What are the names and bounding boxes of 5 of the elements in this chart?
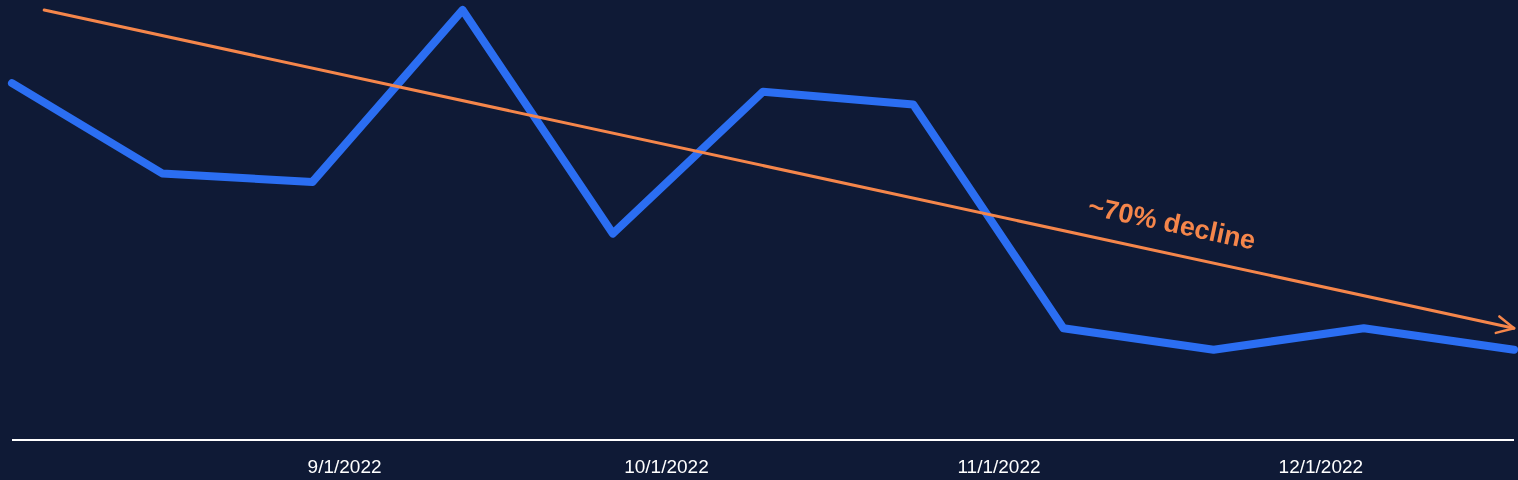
x-tick-label: 9/1/2022 (307, 456, 382, 477)
x-tick-label: 11/1/2022 (957, 456, 1041, 477)
x-tick-label: 10/1/2022 (624, 456, 709, 477)
annotation: ~70% decline (1085, 190, 1259, 256)
x-tick-label: 12/1/2022 (1278, 456, 1364, 477)
